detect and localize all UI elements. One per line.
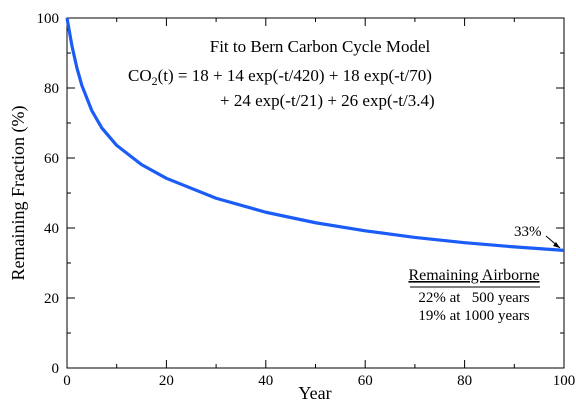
- y-tick-label: 40: [44, 221, 59, 237]
- y-tick-label: 20: [44, 291, 59, 307]
- box-line: 22% at 500 years: [418, 290, 529, 306]
- formula-line-1: CO2(t) = 18 + 14 exp(-t/420) + 18 exp(-t…: [128, 66, 432, 88]
- box-line: 19% at 1000 years: [418, 308, 529, 324]
- box-title: Remaining Airborne: [408, 267, 539, 284]
- y-axis-label: Remaining Fraction (%): [8, 106, 29, 281]
- y-tick-label: 100: [37, 11, 60, 27]
- y-tick-label: 0: [52, 361, 60, 377]
- x-tick-label: 20: [159, 373, 174, 389]
- x-tick-label: 0: [63, 373, 71, 389]
- formula-lead: CO: [128, 66, 152, 85]
- y-tick-label: 80: [44, 81, 59, 97]
- formula-text: (t) = 18 + 14 exp(-t/420) + 18 exp(-t/70…: [158, 66, 432, 85]
- arrow-head: [553, 242, 560, 248]
- data-line: [65, 17, 565, 252]
- x-tick-label: 60: [358, 373, 373, 389]
- y-tick-label: 60: [44, 151, 59, 167]
- x-tick-label: 40: [258, 373, 273, 389]
- x-axis-label: Year: [298, 383, 331, 403]
- x-tick-label: 100: [553, 373, 576, 389]
- x-tick-label: 80: [457, 373, 472, 389]
- formula-line-2: + 24 exp(-t/21) + 26 exp(-t/3.4): [220, 91, 435, 110]
- end-annotation: 33%: [514, 224, 542, 240]
- chart-title: Fit to Bern Carbon Cycle Model: [210, 37, 431, 56]
- formula-subscript: 2: [152, 74, 158, 88]
